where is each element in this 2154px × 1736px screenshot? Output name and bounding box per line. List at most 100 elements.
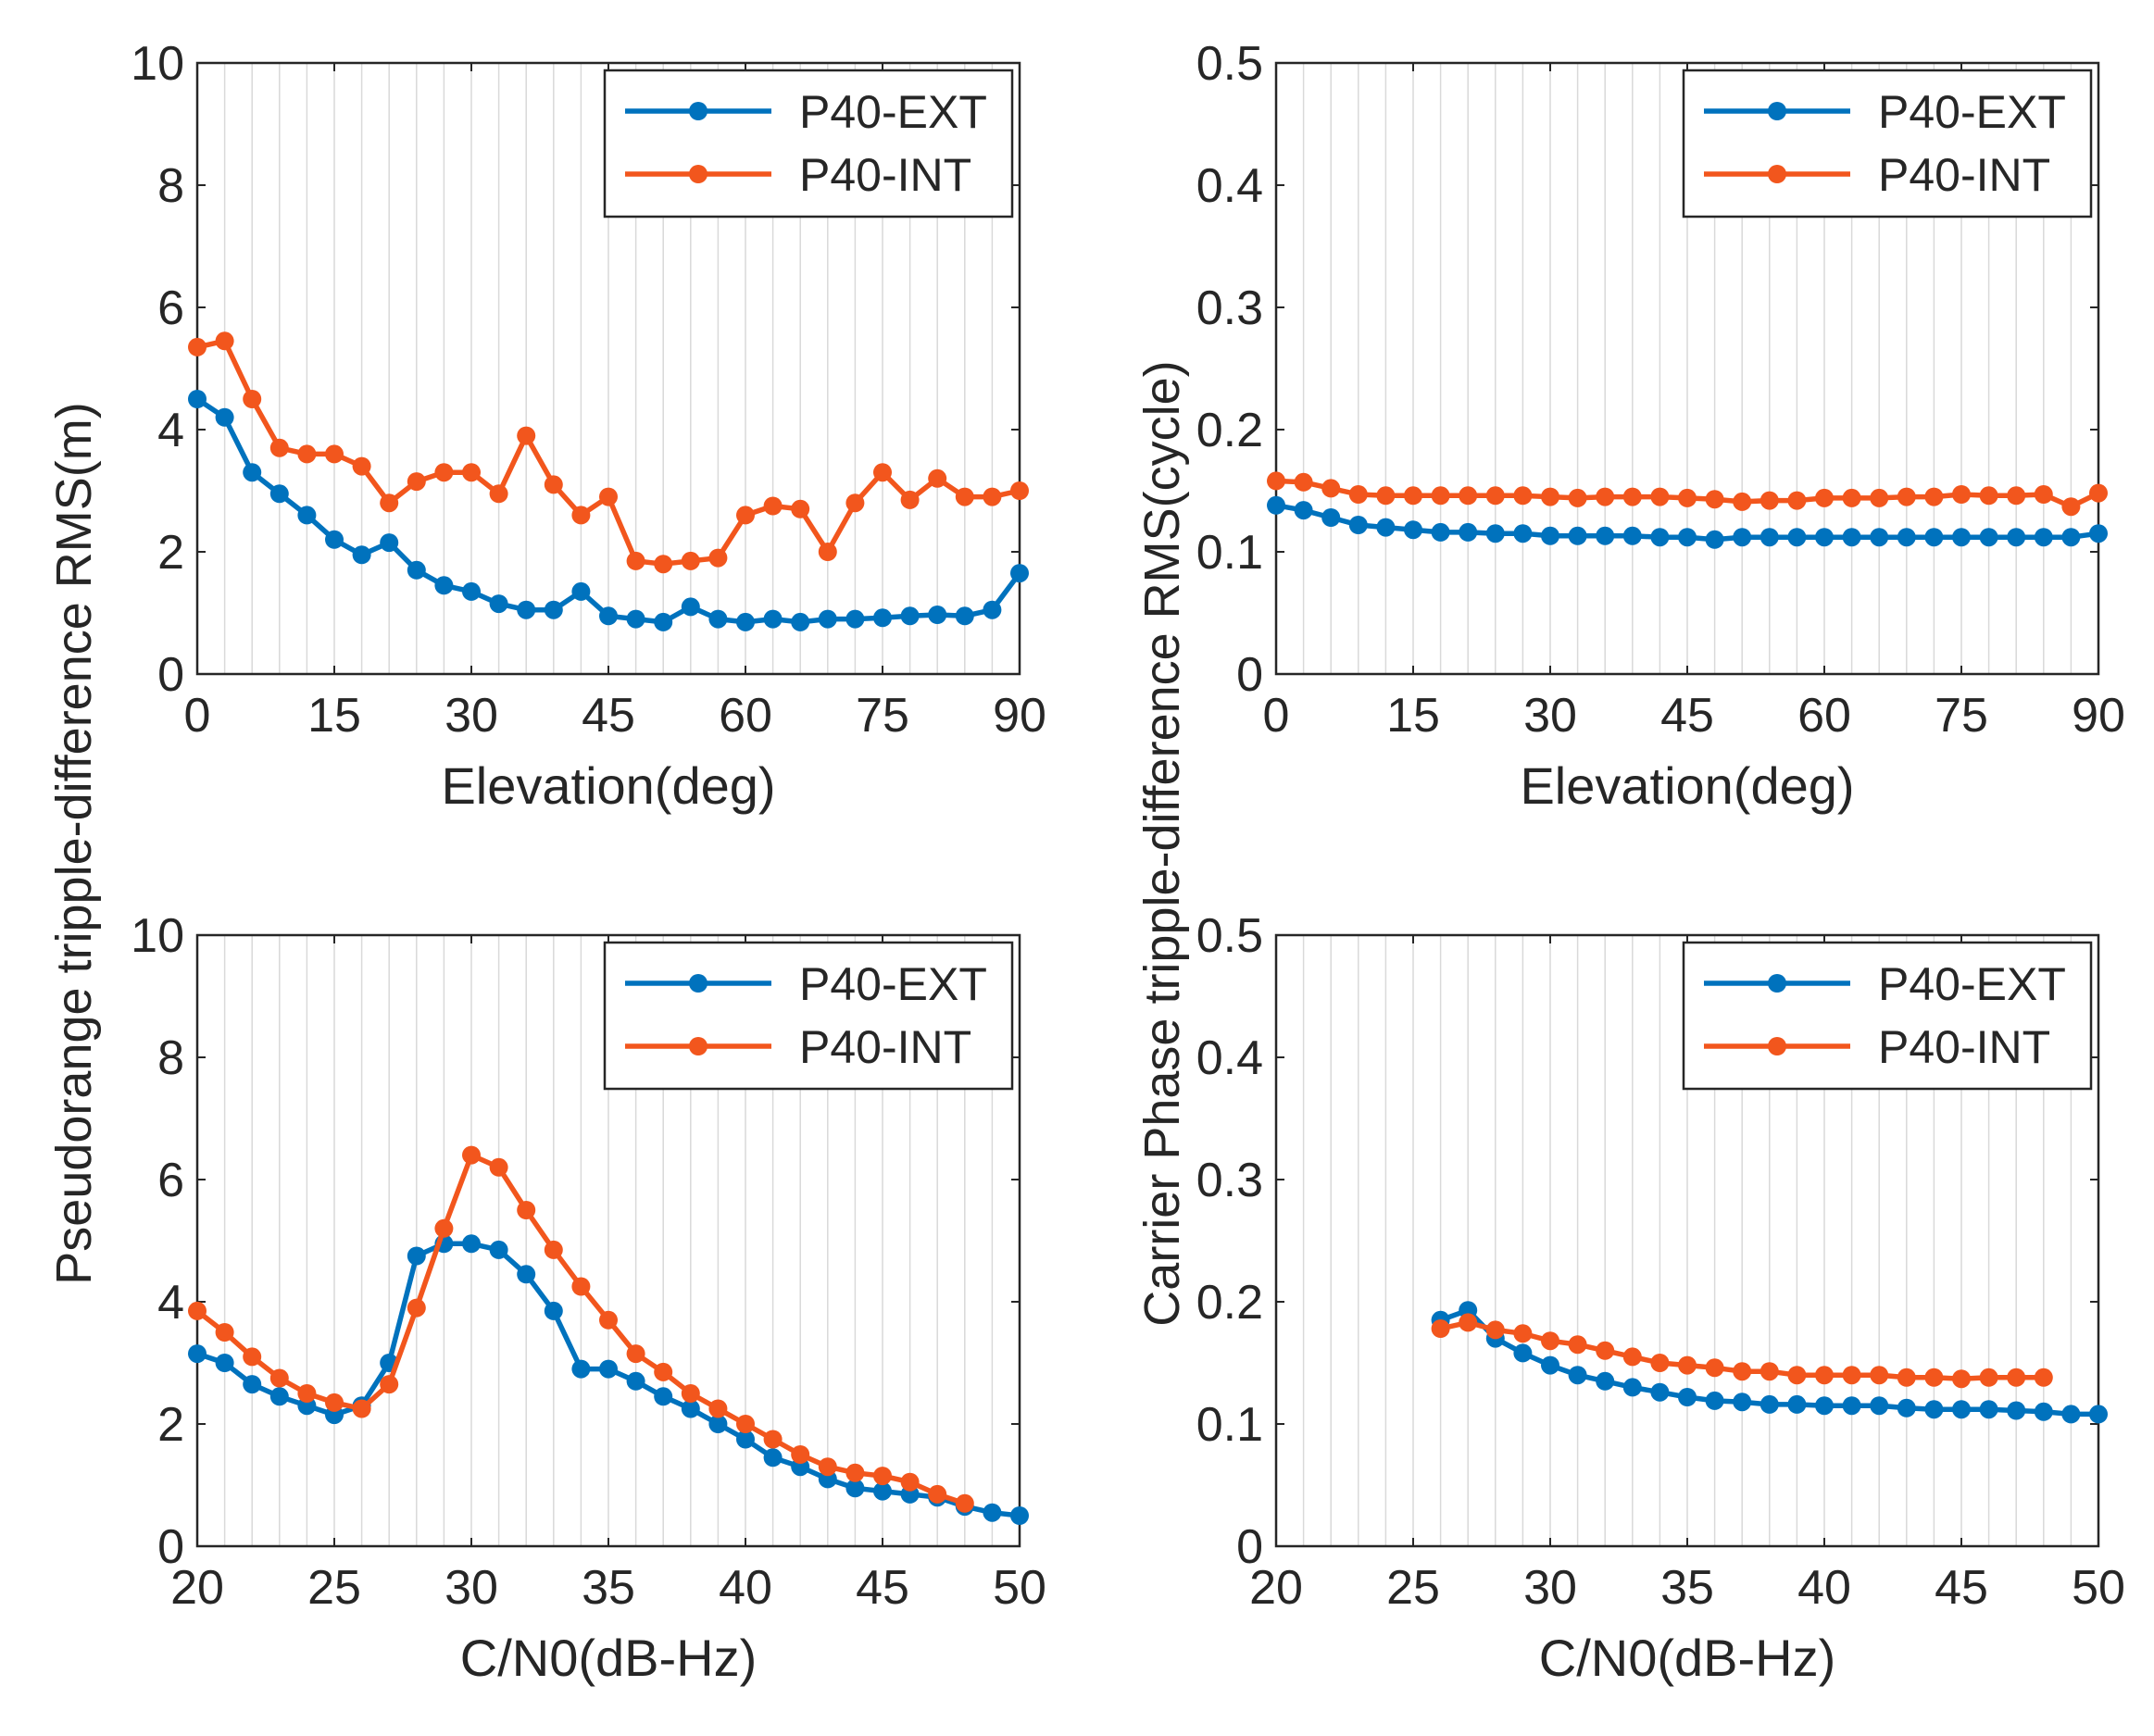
data-point <box>434 1218 454 1238</box>
x-tick-label: 30 <box>445 689 498 743</box>
legend-box <box>1682 69 2093 219</box>
data-point <box>1348 485 1368 504</box>
legend-label: P40-EXT <box>799 86 987 138</box>
data-point <box>736 1415 755 1433</box>
data-point <box>1678 1355 1697 1375</box>
data-point <box>1650 528 1670 547</box>
x-axis-label: Elevation(deg) <box>441 756 775 815</box>
data-point <box>1787 528 1807 547</box>
x-tick-label: 35 <box>1660 1561 1714 1615</box>
y-tick-label: 8 <box>157 159 184 213</box>
data-point <box>1485 486 1505 506</box>
data-point <box>1842 488 1861 507</box>
data-point <box>188 390 207 408</box>
data-point <box>462 581 481 601</box>
data-point <box>791 1445 810 1464</box>
data-point <box>544 600 563 619</box>
data-point <box>1815 1366 1834 1385</box>
data-point <box>1787 1366 1807 1385</box>
y-tick-label: 6 <box>157 281 184 335</box>
y-tick-label: 0.2 <box>1196 1276 1263 1330</box>
data-point <box>1705 490 1724 509</box>
data-point <box>845 1463 865 1482</box>
data-point <box>1622 487 1642 506</box>
x-tick-label: 40 <box>719 1561 772 1615</box>
data-point <box>928 606 947 624</box>
data-point <box>1568 488 1587 507</box>
data-point <box>1842 1396 1861 1416</box>
data-point <box>1622 526 1642 545</box>
data-point <box>928 468 947 488</box>
data-point <box>626 1371 645 1391</box>
data-point <box>1815 488 1834 507</box>
y-tick-label: 4 <box>157 1276 184 1330</box>
data-point <box>1924 528 1944 547</box>
x-tick-label: 15 <box>1386 689 1440 743</box>
data-point <box>845 609 865 629</box>
data-point <box>654 555 673 574</box>
data-point <box>243 1375 262 1394</box>
data-point <box>1459 1313 1478 1332</box>
data-point <box>763 496 783 516</box>
legend-label: P40-INT <box>799 1021 971 1073</box>
data-point <box>626 551 645 570</box>
data-point <box>2089 1405 2108 1424</box>
data-point <box>681 597 700 617</box>
data-point <box>2034 485 2053 504</box>
data-point <box>1622 1378 1642 1397</box>
data-point <box>544 1240 563 1259</box>
data-point <box>1979 486 1998 506</box>
data-point <box>462 463 481 482</box>
data-point <box>763 1448 783 1467</box>
x-tick-label: 50 <box>2072 1561 2125 1615</box>
data-point <box>380 533 399 553</box>
y-tick-label: 0.5 <box>1196 909 1263 963</box>
data-point <box>2061 528 2081 547</box>
data-point <box>434 463 454 482</box>
data-point <box>873 608 892 628</box>
data-point <box>380 493 399 513</box>
data-point <box>1459 522 1478 542</box>
data-point <box>1568 526 1587 545</box>
data-point <box>297 506 317 525</box>
data-point <box>215 331 234 351</box>
data-point <box>489 594 508 614</box>
data-point <box>517 1265 536 1284</box>
data-point <box>215 1323 234 1342</box>
data-point <box>1897 528 1916 547</box>
data-point <box>1596 487 1615 506</box>
data-point <box>1897 487 1916 506</box>
data-point <box>544 1301 563 1320</box>
x-tick-label: 0 <box>1263 689 1290 743</box>
data-point <box>1924 1368 1944 1387</box>
data-point <box>1513 1343 1533 1363</box>
data-point <box>1267 495 1285 515</box>
data-point <box>1952 1369 1971 1389</box>
data-point <box>352 1399 371 1418</box>
y-tick-label: 4 <box>157 404 184 457</box>
x-tick-label: 40 <box>1797 1561 1851 1615</box>
data-point <box>1760 1362 1779 1381</box>
data-point <box>1568 1366 1587 1385</box>
data-point <box>1924 487 1944 506</box>
data-point <box>1404 520 1422 540</box>
x-axis-label: C/N0(dB-Hz) <box>460 1629 757 1687</box>
data-point <box>900 1472 920 1492</box>
y-tick-label: 2 <box>157 1398 184 1452</box>
y-tick-label: 0.1 <box>1196 526 1263 580</box>
data-point <box>325 444 344 464</box>
data-point <box>1952 528 1971 547</box>
data-point <box>2007 1368 2026 1387</box>
data-point <box>2007 528 2026 547</box>
x-tick-label: 45 <box>1660 689 1714 743</box>
data-point <box>1010 564 1029 583</box>
chart-cn0-carrier-phase: 20 25 30 35 40 45 50 0 0.1 0.2 0.3 0.4 0.5 C/N0(dB-Hz… <box>1196 909 2125 1687</box>
y-tick-label: 10 <box>131 909 184 963</box>
data-point <box>2061 497 2081 517</box>
x-tick-label: 20 <box>1249 1561 1303 1615</box>
data-point <box>269 438 289 457</box>
legend-swatch-marker <box>689 974 708 993</box>
data-point <box>1568 1335 1587 1355</box>
data-point <box>1348 516 1368 534</box>
